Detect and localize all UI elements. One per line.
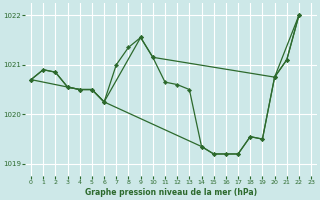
X-axis label: Graphe pression niveau de la mer (hPa): Graphe pression niveau de la mer (hPa) xyxy=(85,188,257,197)
